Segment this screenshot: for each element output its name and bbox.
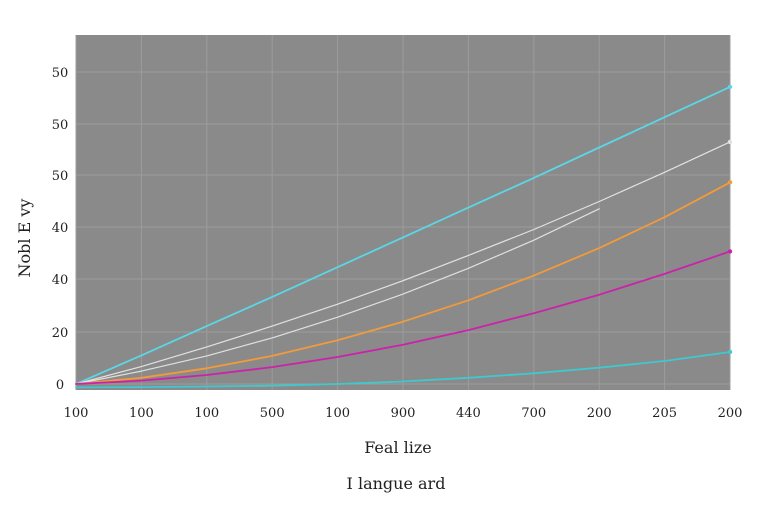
y-tick-label: 50 <box>52 66 69 81</box>
series-line-3 <box>75 208 600 385</box>
y-tick-label: 40 <box>52 273 69 288</box>
x-tick-label: 200 <box>718 406 743 421</box>
y-axis-label: Nobl E vy <box>15 199 34 278</box>
y-tick-label: 40 <box>52 221 69 236</box>
series-end-point-1 <box>727 84 733 90</box>
x-tick-label: 440 <box>456 406 481 421</box>
y-axis-ticks: 0 20 40 40 50 50 50 <box>52 66 69 393</box>
x-axis-label: Feal lize <box>364 438 432 457</box>
y-tick-label: 50 <box>52 118 69 133</box>
x-tick-label: 500 <box>260 406 285 421</box>
x-tick-label: 200 <box>587 406 612 421</box>
x-tick-label: 100 <box>194 406 219 421</box>
x-tick-label: 205 <box>652 406 677 421</box>
grid <box>75 35 731 390</box>
series-line-4 <box>75 181 731 385</box>
series-end-point-4 <box>727 180 733 185</box>
series-end-point-5 <box>727 249 733 254</box>
series-line-2 <box>75 141 731 385</box>
y-tick-label: 20 <box>52 326 69 341</box>
series-line-1 <box>75 86 731 385</box>
x-axis-ticks: 100 100 100 500 100 900 440 700 200 205 200 <box>64 406 743 421</box>
series-end-point-6 <box>727 349 733 355</box>
chart-caption: I langue ard <box>347 474 446 493</box>
series-line-6 <box>75 351 731 389</box>
x-tick-label: 100 <box>325 406 350 421</box>
series-lines <box>75 84 733 389</box>
series-end-point-2 <box>727 139 733 145</box>
x-tick-label: 100 <box>64 406 89 421</box>
x-tick-label: 100 <box>129 406 154 421</box>
y-tick-label: 0 <box>56 378 64 393</box>
y-tick-label: 50 <box>52 169 69 184</box>
series-line-5 <box>75 250 731 385</box>
x-tick-label: 900 <box>391 406 416 421</box>
x-tick-label: 700 <box>521 406 546 421</box>
